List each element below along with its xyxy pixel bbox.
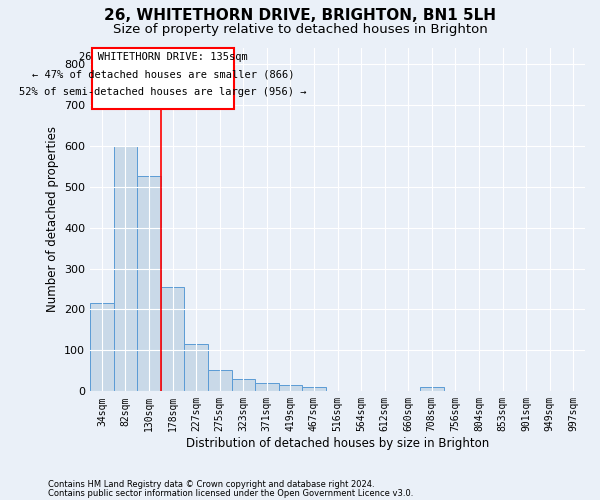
Bar [255, 383, 278, 392]
Bar [90, 304, 113, 392]
Text: Contains HM Land Registry data © Crown copyright and database right 2024.: Contains HM Land Registry data © Crown c… [48, 480, 374, 489]
Text: Size of property relative to detached houses in Brighton: Size of property relative to detached ho… [113, 22, 487, 36]
Bar [232, 379, 255, 392]
Text: ← 47% of detached houses are smaller (866): ← 47% of detached houses are smaller (86… [32, 70, 295, 80]
FancyBboxPatch shape [92, 48, 234, 109]
Text: 52% of semi-detached houses are larger (956) →: 52% of semi-detached houses are larger (… [19, 88, 307, 98]
Bar [184, 344, 208, 392]
Text: 26 WHITETHORN DRIVE: 135sqm: 26 WHITETHORN DRIVE: 135sqm [79, 52, 248, 62]
Bar [302, 387, 326, 392]
Bar [113, 146, 137, 392]
Bar [278, 385, 302, 392]
Text: 26, WHITETHORN DRIVE, BRIGHTON, BN1 5LH: 26, WHITETHORN DRIVE, BRIGHTON, BN1 5LH [104, 8, 496, 22]
Bar [161, 287, 184, 392]
Y-axis label: Number of detached properties: Number of detached properties [46, 126, 59, 312]
Bar [208, 370, 232, 392]
X-axis label: Distribution of detached houses by size in Brighton: Distribution of detached houses by size … [186, 437, 489, 450]
Text: Contains public sector information licensed under the Open Government Licence v3: Contains public sector information licen… [48, 489, 413, 498]
Bar [137, 176, 161, 392]
Bar [420, 387, 443, 392]
